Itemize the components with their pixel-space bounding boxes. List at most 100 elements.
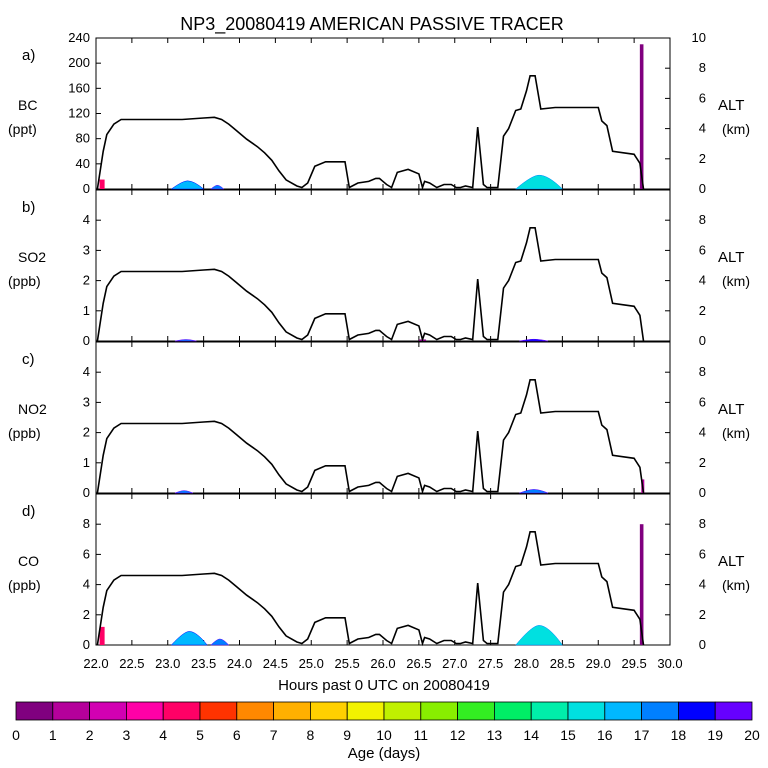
- colorbar-tick-label: 20: [744, 727, 760, 743]
- chart-panels: 040801201602002400246810a)BC(ppt)ALT(km)…: [8, 30, 750, 671]
- alt-unit-label: (km): [722, 577, 750, 593]
- y-tick-label: 0: [83, 637, 90, 652]
- colorbar-tick-label: 9: [343, 727, 351, 743]
- colorbar-label: Age (days): [348, 745, 421, 762]
- y-tick-label: 2: [83, 607, 90, 622]
- y-tick-label: 3: [83, 394, 90, 409]
- y-tick-label: 8: [83, 516, 90, 531]
- y-tick-label: 0: [83, 333, 90, 348]
- age-colorbar: 0 1 2 3 4 5 6 7 8 9 10 11 12 13 14 15 16 17 18 19 20: [12, 701, 760, 743]
- colorbar-tick-label: 15: [560, 727, 576, 743]
- altitude-line: [96, 227, 645, 343]
- y-tick-label: 6: [83, 546, 90, 561]
- colorbar-tick-label: 18: [671, 727, 687, 743]
- alt-tick-label: 4: [699, 273, 706, 288]
- colorbar-tick-label: 12: [450, 727, 466, 743]
- alt-tick-label: 2: [699, 151, 706, 166]
- x-tick-label: 24.5: [263, 656, 288, 671]
- altitude-line: [96, 379, 645, 495]
- panel-no2: 0 1 2 3 4 0 2 4 6 8 c) NO2 (ppb) ALT (km): [8, 341, 750, 500]
- tracer-mark: [170, 631, 208, 646]
- chart-title: NP3_20080419 AMERICAN PASSIVE TRACER: [180, 14, 564, 35]
- colorbar-tick-label: 7: [270, 727, 278, 743]
- x-tick-label: 29.0: [586, 656, 611, 671]
- colorbar-swatch: [309, 701, 348, 721]
- x-tick-label: 27.0: [442, 656, 467, 671]
- alt-tick-label: 4: [699, 121, 706, 136]
- colorbar-swatch: [457, 701, 495, 721]
- alt-unit-label: (km): [722, 273, 750, 289]
- alt-label: ALT: [718, 553, 744, 570]
- x-tick-label: 27.5: [478, 656, 503, 671]
- colorbar-tick-label: 16: [597, 727, 613, 743]
- alt-tick-label: 2: [699, 455, 706, 470]
- tracer-mark: [639, 524, 644, 645]
- alt-tick-label: 0: [699, 485, 706, 500]
- x-tick-label: 28.5: [550, 656, 575, 671]
- alt-tick-label: 4: [699, 425, 706, 440]
- y-tick-label: 240: [68, 30, 90, 45]
- y-tick-label: 40: [76, 156, 90, 171]
- altitude-line: [96, 531, 645, 647]
- tracer-mark: [210, 638, 230, 646]
- tracer-mark: [99, 179, 105, 189]
- colorbar-swatch: [15, 701, 54, 721]
- colorbar-swatch: [199, 701, 238, 721]
- colorbar-tick-label: 8: [307, 727, 315, 743]
- colorbar-tick-label: 0: [12, 727, 20, 743]
- unit-label: (ppb): [8, 273, 41, 289]
- tracer-mark: [639, 44, 644, 189]
- y-tick-label: 1: [83, 455, 90, 470]
- alt-tick-label: 6: [699, 546, 706, 561]
- alt-tick-label: 0: [699, 333, 706, 348]
- alt-unit-label: (km): [722, 121, 750, 137]
- alt-label: ALT: [718, 401, 744, 418]
- plot-frame: [95, 341, 671, 494]
- alt-tick-label: 6: [699, 90, 706, 105]
- y-tick-label: 1: [83, 303, 90, 318]
- plot-frame: [95, 493, 671, 646]
- panel-label: a): [22, 47, 35, 64]
- colorbar-swatch: [530, 701, 569, 721]
- alt-label: ALT: [718, 97, 744, 114]
- colorbar-swatch: [162, 701, 201, 721]
- colorbar-swatch: [714, 701, 753, 721]
- colorbar-swatch: [236, 701, 275, 721]
- x-tick-label: 25.0: [299, 656, 324, 671]
- y-tick-label: 4: [83, 212, 90, 227]
- panel-label: b): [22, 199, 35, 216]
- alt-tick-label: 6: [699, 242, 706, 257]
- panel-so2: 0 1 2 3 4 0 2 4 6 8 b) SO2 (ppb) ALT (km): [8, 189, 750, 348]
- y-tick-label: 160: [68, 80, 90, 95]
- colorbar-tick-label: 11: [414, 727, 429, 743]
- quantity-label: CO: [18, 553, 39, 569]
- colorbar-tick-label: 14: [523, 727, 539, 743]
- plot-frame: [95, 189, 671, 342]
- colorbar-swatch: [89, 701, 127, 721]
- colorbar-swatch: [126, 701, 164, 721]
- unit-label: (ppt): [8, 121, 37, 137]
- x-tick-label: 29.5: [621, 656, 646, 671]
- y-tick-label: 0: [83, 181, 90, 196]
- colorbar-tick-label: 5: [196, 727, 204, 743]
- x-tick-label: 26.0: [370, 656, 395, 671]
- colorbar-swatch: [383, 701, 422, 721]
- y-tick-label: 3: [83, 242, 90, 257]
- alt-unit-label: (km): [722, 425, 750, 441]
- x-tick-label: 25.5: [334, 656, 359, 671]
- plot-frame: [95, 37, 671, 190]
- tracer-mark: [174, 339, 197, 342]
- panel-label: c): [22, 351, 35, 368]
- colorbar-tick-label: 6: [233, 727, 241, 743]
- colorbar-swatch: [641, 701, 679, 721]
- colorbar-swatch: [346, 701, 385, 721]
- y-tick-label: 2: [83, 273, 90, 288]
- unit-label: (ppb): [8, 425, 41, 441]
- unit-label: (ppb): [8, 577, 41, 593]
- colorbar-swatch: [678, 701, 716, 721]
- alt-tick-label: 4: [699, 577, 706, 592]
- x-tick-label: 22.5: [119, 656, 144, 671]
- y-tick-label: 4: [83, 577, 90, 592]
- colorbar-swatch: [273, 701, 311, 721]
- alt-tick-label: 10: [692, 30, 706, 45]
